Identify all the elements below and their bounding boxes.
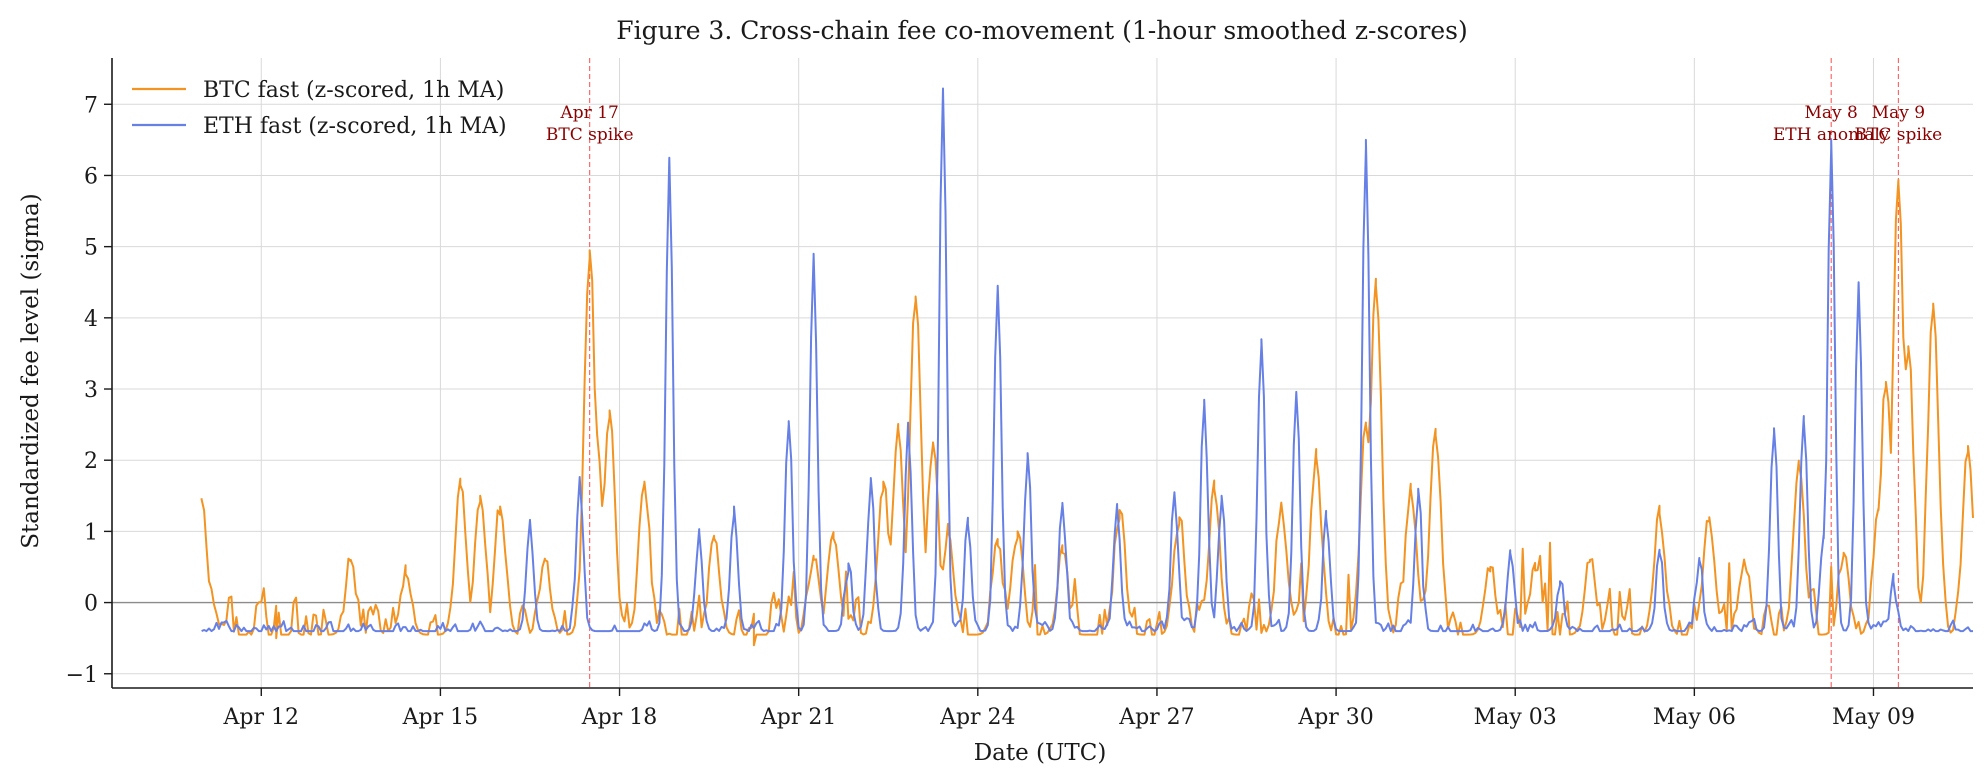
legend-label-btc: BTC fast (z-scored, 1h MA) (203, 78, 504, 103)
legend-label-eth: ETH fast (z-scored, 1h MA) (203, 114, 507, 139)
y-tick-label: 4 (84, 307, 98, 332)
x-tick-label: May 03 (1474, 705, 1557, 730)
event-label-date: May 9 (1872, 103, 1925, 123)
x-tick-label: Apr 18 (581, 705, 657, 730)
y-tick-label: 5 (84, 236, 98, 261)
x-tick-label: Apr 27 (1118, 705, 1194, 730)
x-tick-label: May 09 (1832, 705, 1915, 730)
y-tick-label: 2 (84, 449, 98, 474)
event-label-desc: ETH anomaly (1773, 125, 1890, 145)
y-tick-label: 1 (84, 520, 98, 545)
y-tick-label: 7 (84, 93, 98, 118)
series-line-eth (201, 87, 1973, 633)
x-tick-label: Apr 24 (939, 705, 1015, 730)
series-line-btc (200, 179, 1974, 647)
y-tick-label: 0 (84, 592, 98, 617)
y-axis-ticks: −1 0 1 2 3 4 5 6 7 (66, 93, 112, 688)
y-tick-label: −1 (66, 663, 98, 688)
x-tick-label: May 06 (1653, 705, 1736, 730)
x-tick-label: Apr 15 (402, 705, 478, 730)
plot-area (200, 87, 1974, 647)
y-tick-label: 6 (84, 164, 98, 189)
chart-title: Figure 3. Cross-chain fee co-movement (1… (616, 16, 1467, 45)
y-tick-label: 3 (84, 378, 98, 403)
x-tick-label: Apr 12 (223, 705, 299, 730)
event-label-desc: BTC spike (1855, 125, 1943, 145)
event-label-date: Apr 17 (560, 103, 619, 123)
x-tick-label: Apr 30 (1297, 705, 1373, 730)
event-label-desc: BTC spike (546, 125, 634, 145)
x-axis-label: Date (UTC) (974, 740, 1107, 766)
y-axis-label: Standardized fee level (sigma) (18, 193, 44, 548)
legend: BTC fast (z-scored, 1h MA) ETH fast (z-s… (132, 78, 507, 139)
grid-lines (112, 58, 1973, 688)
x-tick-label: Apr 21 (760, 705, 836, 730)
x-axis-ticks: Apr 12 Apr 15 Apr 18 Apr 21 Apr 24 Apr 27 Apr … (223, 688, 1915, 730)
event-label-date: May 8 (1804, 103, 1857, 123)
